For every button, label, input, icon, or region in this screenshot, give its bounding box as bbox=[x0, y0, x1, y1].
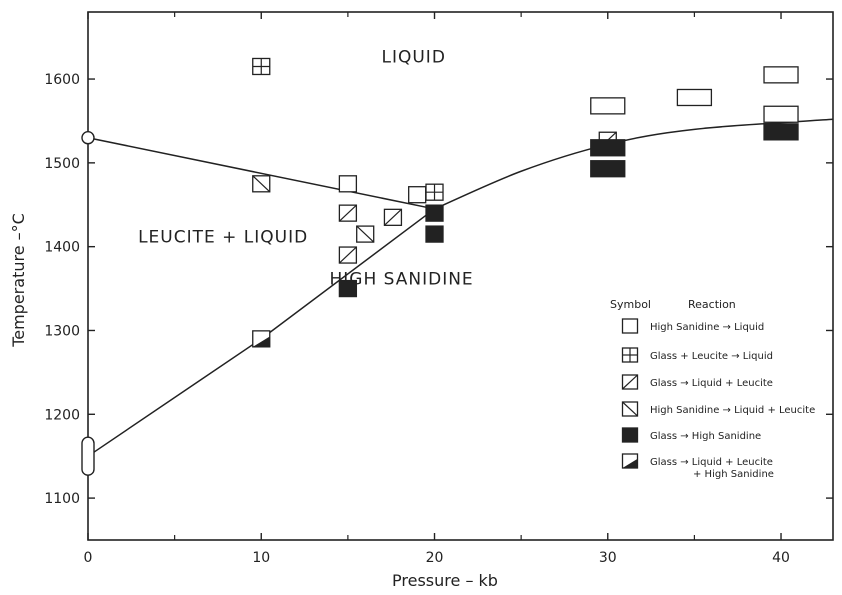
data-point-filled-box bbox=[763, 123, 799, 141]
y-tick-label-1300: 1300 bbox=[44, 323, 80, 339]
x-tick-label-20: 20 bbox=[426, 550, 444, 566]
region-label: HIGH SANIDINE bbox=[329, 269, 473, 289]
x-tick-label-30: 30 bbox=[599, 550, 617, 566]
data-point-filled-box bbox=[590, 160, 626, 178]
data-point-filled-box bbox=[338, 279, 358, 298]
data-point-open-box bbox=[408, 186, 427, 204]
legend-symbol-open-box bbox=[621, 318, 639, 334]
data-point-cross bbox=[252, 57, 271, 76]
y-tick-label-1100: 1100 bbox=[44, 491, 80, 507]
data-point-filled bbox=[338, 279, 358, 298]
legend-label: Glass + Leucite → Liquid bbox=[650, 351, 773, 362]
leucite-liquidus bbox=[87, 136, 435, 210]
legend-header-reaction: Reaction bbox=[688, 298, 736, 311]
endpoint-oval bbox=[81, 436, 95, 476]
data-point-open-box bbox=[763, 66, 799, 84]
data-point-slash-diag bbox=[384, 208, 402, 226]
data-point-filled bbox=[590, 139, 626, 157]
y-tick-label-1200: 1200 bbox=[44, 407, 80, 423]
data-point-slash bbox=[338, 246, 358, 264]
data-point-open bbox=[338, 175, 358, 193]
data-points bbox=[252, 57, 799, 348]
legend-label: Glass → Liquid + Leucite bbox=[650, 378, 773, 389]
data-point-filled-box bbox=[590, 139, 626, 157]
legend-symbol-half-fill bbox=[622, 458, 638, 468]
data-point-open bbox=[763, 66, 799, 84]
data-point-slash bbox=[383, 208, 403, 226]
legend-symbol-slash bbox=[621, 374, 639, 390]
legend-header-symbol: Symbol bbox=[610, 298, 651, 311]
data-point-open-box bbox=[338, 175, 358, 193]
data-point-open bbox=[676, 88, 713, 107]
data-point-cross bbox=[425, 183, 444, 201]
legend-label: + High Sanidine bbox=[693, 469, 774, 480]
data-point-open-box bbox=[676, 88, 713, 107]
region-label: LEUCITE + LIQUID bbox=[138, 227, 308, 247]
data-point-slash-diag bbox=[338, 204, 357, 222]
data-point-filled-box bbox=[425, 204, 444, 222]
data-point-half-fill bbox=[252, 336, 270, 347]
endpoint-circle bbox=[81, 131, 95, 145]
legend-symbol-open bbox=[621, 318, 639, 334]
data-point-open bbox=[763, 105, 799, 123]
data-point-filled bbox=[425, 204, 444, 222]
axis-ticks: 0 10 20 30 40 1100 1200 1300 1400 1500 1600 bbox=[44, 12, 833, 566]
legend-symbol-backslash-diag bbox=[622, 401, 638, 417]
legend-label: Glass → High Sanidine bbox=[650, 431, 761, 442]
x-tick-label-0: 0 bbox=[84, 550, 93, 566]
legend-symbol-half bbox=[621, 453, 639, 469]
region-label: LIQUID bbox=[382, 47, 446, 67]
legend-symbol-filled bbox=[621, 427, 639, 443]
y-tick-label-1500: 1500 bbox=[44, 156, 80, 172]
data-point-backslash-diag bbox=[356, 225, 375, 243]
legend-symbol-filled-box bbox=[621, 427, 639, 443]
y-axis-title: Temperature –°C bbox=[9, 213, 28, 348]
legend-label: Glass → Liquid + Leucite bbox=[650, 457, 773, 468]
legend-symbol-cross bbox=[621, 347, 639, 363]
data-point-filled bbox=[425, 225, 444, 243]
legend-symbol-backslash bbox=[621, 401, 639, 417]
region-labels: LIQUID LEUCITE + LIQUID HIGH SANIDINE bbox=[138, 47, 473, 289]
data-point-slash bbox=[338, 204, 358, 222]
data-point-open bbox=[590, 97, 626, 115]
data-point-backslash bbox=[356, 225, 375, 243]
y-tick-label-1600: 1600 bbox=[44, 72, 80, 88]
legend-label: High Sanidine → Liquid bbox=[650, 322, 764, 333]
data-point-filled bbox=[763, 123, 799, 141]
legend: Symbol Reaction High Sanidine → Liquid Gl… bbox=[610, 298, 815, 480]
data-point-filled-box bbox=[425, 225, 444, 243]
data-point-filled bbox=[590, 160, 626, 178]
x-tick-label-10: 10 bbox=[252, 550, 270, 566]
data-point-open bbox=[408, 186, 427, 204]
data-point-half bbox=[252, 330, 271, 348]
data-point-open-box bbox=[590, 97, 626, 115]
y-tick-label-1400: 1400 bbox=[44, 240, 80, 256]
data-point-backslash bbox=[252, 175, 271, 193]
data-point-slash-diag bbox=[338, 246, 357, 264]
x-tick-label-40: 40 bbox=[772, 550, 790, 566]
plot-frame bbox=[87, 11, 834, 541]
x-axis-title: Pressure – kb bbox=[392, 571, 498, 590]
legend-symbol-slash-diag bbox=[622, 374, 638, 390]
legend-label: High Sanidine → Liquid + Leucite bbox=[650, 405, 815, 416]
data-point-backslash-diag bbox=[252, 175, 271, 193]
data-point-open-box bbox=[763, 105, 799, 123]
